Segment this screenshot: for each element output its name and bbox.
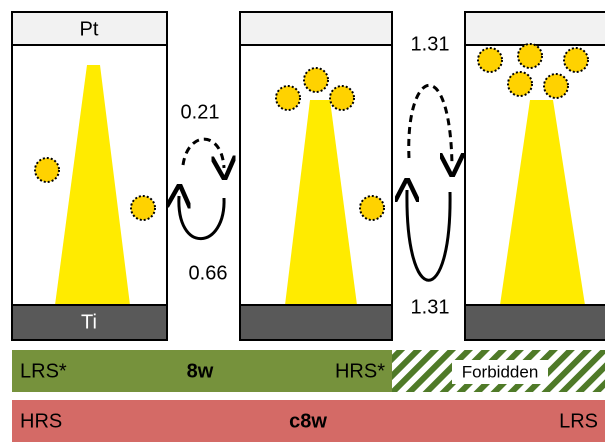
- bar-title: 8w: [187, 360, 214, 382]
- bar-title: c8w: [289, 410, 327, 432]
- energy-label: 1.31: [411, 33, 450, 55]
- energy-label: 1.31: [411, 296, 450, 318]
- state-label: LRS*: [20, 360, 67, 382]
- panel: [240, 12, 392, 340]
- shape: [465, 305, 605, 340]
- shape: [409, 85, 452, 165]
- shape: [240, 12, 392, 45]
- forbidden-label: Forbidden: [462, 362, 539, 381]
- ion: [564, 48, 588, 72]
- ion: [478, 48, 502, 72]
- state-label: LRS: [559, 410, 598, 432]
- ion: [508, 72, 532, 96]
- shape: [240, 305, 392, 340]
- diagram: Pt Ti 0.21 0.66 1.31 1.31: [0, 0, 605, 444]
- panel: [465, 12, 605, 340]
- ion: [304, 68, 328, 92]
- ion: [131, 196, 155, 220]
- ion: [35, 158, 59, 182]
- energy-label: 0.66: [189, 262, 228, 284]
- state-label: HRS*: [335, 360, 385, 382]
- ion: [276, 86, 300, 110]
- energy-label: 0.21: [181, 101, 220, 123]
- ion: [330, 86, 354, 110]
- ion: [544, 74, 568, 98]
- state-label: HRS: [20, 410, 62, 432]
- panel: Pt Ti: [12, 12, 167, 340]
- ion: [518, 44, 542, 68]
- electrode-label: Pt: [80, 18, 99, 40]
- shape: [465, 12, 605, 45]
- ion: [360, 196, 384, 220]
- shape: [183, 139, 224, 168]
- shape: [179, 196, 224, 239]
- shape: [407, 190, 450, 280]
- electrode-label: Ti: [81, 311, 97, 333]
